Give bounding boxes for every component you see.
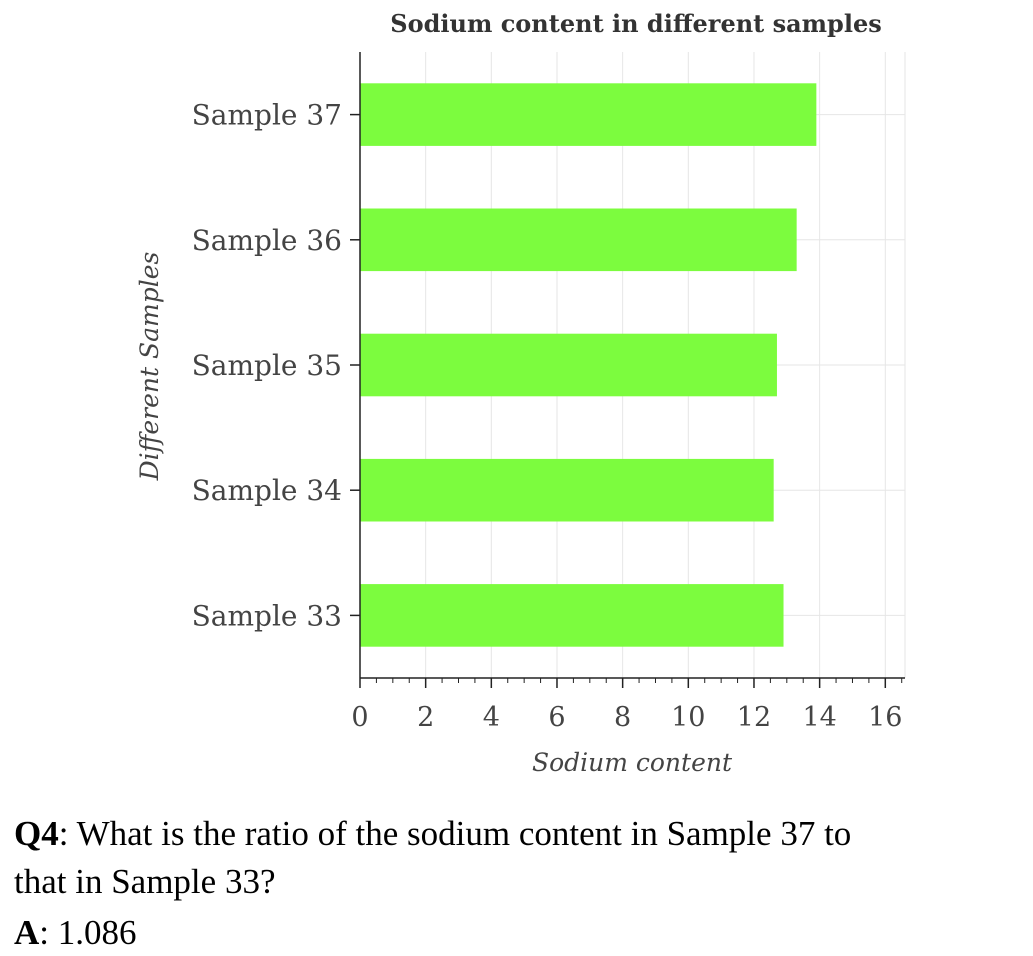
answer-text: : 1.086 bbox=[39, 913, 137, 952]
bar-sample-35 bbox=[360, 333, 777, 397]
question: Q4: What is the ratio of the sodium cont… bbox=[14, 816, 851, 851]
y-axis-ticks: Sample 33 Sample 34 Sample 35 Sample 36 Samp… bbox=[192, 99, 360, 632]
answer: A: 1.086 bbox=[14, 915, 137, 950]
y-tick-label: Sample 33 bbox=[192, 599, 342, 632]
question-text-line1: : What is the ratio of the sodium conten… bbox=[58, 814, 852, 853]
x-tick-label: 16 bbox=[868, 702, 902, 733]
question-label: Q4 bbox=[14, 814, 59, 853]
x-axis-ticks: 0 2 4 6 8 10 12 14 16 bbox=[351, 678, 902, 733]
bar-sample-33 bbox=[360, 584, 784, 647]
bar-sample-34 bbox=[360, 458, 774, 522]
x-tick-label: 8 bbox=[614, 702, 631, 733]
bars bbox=[360, 83, 817, 647]
y-tick-label: Sample 34 bbox=[192, 474, 342, 507]
question-continuation: that in Sample 33? bbox=[14, 864, 275, 899]
bar-sample-36 bbox=[360, 208, 797, 272]
x-tick-label: 0 bbox=[351, 702, 368, 733]
chart-title: Sodium content in different samples bbox=[390, 9, 881, 38]
y-tick-label: Sample 37 bbox=[192, 99, 342, 132]
y-tick-label: Sample 35 bbox=[192, 349, 342, 382]
x-tick-label: 2 bbox=[417, 702, 434, 733]
y-tick-label: Sample 36 bbox=[192, 224, 342, 257]
question-text-line2: that in Sample 33? bbox=[14, 862, 276, 901]
y-axis-label: Different Samples bbox=[135, 252, 164, 482]
answer-label: A bbox=[14, 913, 40, 952]
x-tick-label: 6 bbox=[548, 702, 565, 733]
x-tick-label: 12 bbox=[737, 702, 771, 733]
x-tick-label: 10 bbox=[671, 702, 705, 733]
x-axis-label: Sodium content bbox=[532, 748, 733, 777]
bar-sample-37 bbox=[360, 83, 817, 146]
x-tick-label: 14 bbox=[802, 702, 836, 733]
x-tick-label: 4 bbox=[483, 702, 500, 733]
